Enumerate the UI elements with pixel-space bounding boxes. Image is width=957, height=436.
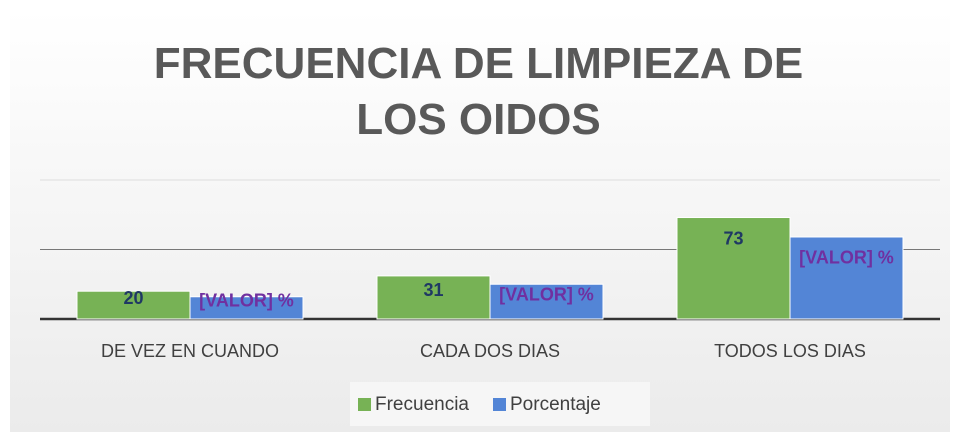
legend-label: Frecuencia (375, 394, 469, 415)
legend-swatch (358, 398, 371, 411)
x-tick-label: DE VEZ EN CUANDO (101, 341, 279, 361)
bar (789, 236, 904, 320)
bar (489, 283, 604, 320)
data-label: [VALOR] % (499, 284, 594, 304)
bar (376, 275, 491, 320)
legend-label: Porcentaje (510, 394, 601, 415)
data-label: 73 (723, 228, 743, 248)
bar (76, 290, 191, 320)
data-label: [VALOR] % (799, 248, 894, 268)
chart-title: FRECUENCIA DE LIMPIEZA DE LOS OIDOS (153, 39, 804, 144)
x-tick-label: CADA DOS DIAS (420, 341, 560, 361)
bar (676, 217, 791, 320)
x-tick-label: TODOS LOS DIAS (714, 341, 866, 361)
bar (189, 296, 304, 320)
data-label: 20 (123, 288, 143, 308)
data-label: 31 (423, 280, 443, 300)
data-label: [VALOR] % (199, 291, 294, 311)
legend-swatch (493, 398, 506, 411)
chart-background (10, 10, 950, 432)
